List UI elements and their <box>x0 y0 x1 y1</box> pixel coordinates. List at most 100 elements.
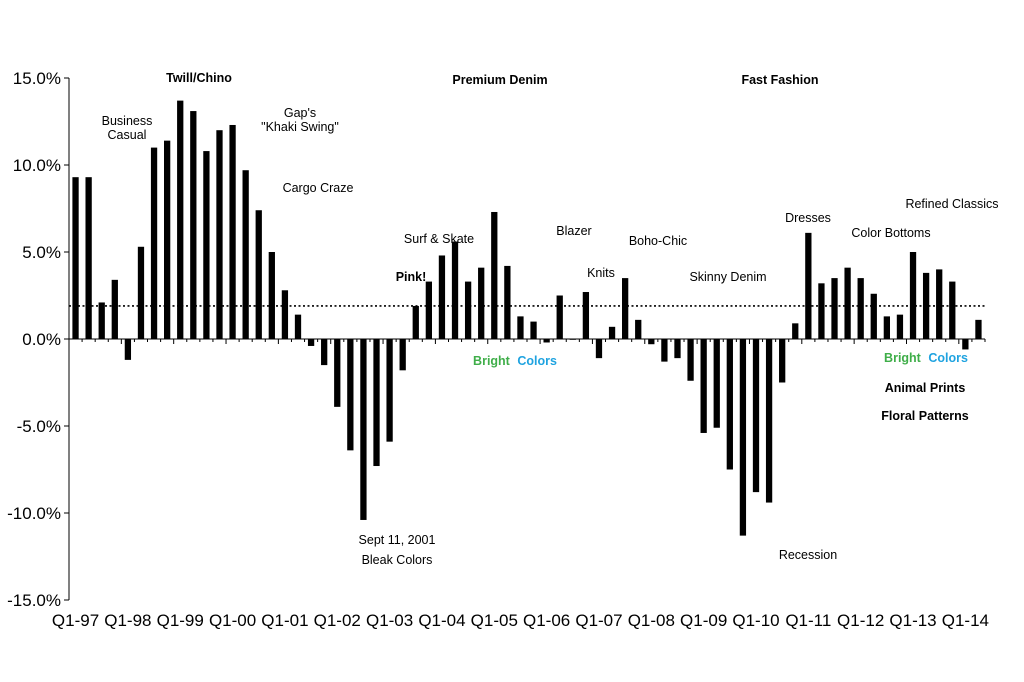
annotation-gaps: Gap's <box>284 106 316 120</box>
colors-word-2: Colors <box>928 351 968 365</box>
bar <box>569 339 576 340</box>
bar <box>949 281 956 339</box>
bar <box>870 293 877 339</box>
x-tick-label: Q1-09 <box>680 611 727 630</box>
bar <box>543 339 550 343</box>
bar <box>504 265 511 339</box>
bar <box>464 281 472 339</box>
bar <box>883 316 890 339</box>
bar <box>779 339 786 383</box>
x-tick-label: Q1-98 <box>104 611 151 630</box>
bar <box>321 339 328 366</box>
bar <box>425 281 432 339</box>
bar <box>896 314 904 339</box>
bar <box>700 339 707 433</box>
annotation-dresses: Dresses <box>785 211 831 225</box>
bar <box>137 246 145 339</box>
x-tick-label: Q1-10 <box>732 611 779 630</box>
y-tick-label: -15.0% <box>7 591 61 610</box>
x-tick-label: Q1-04 <box>418 611 465 630</box>
annotation-business: Business <box>102 114 153 128</box>
annotation-bleak-colors: Bleak Colors <box>362 553 433 567</box>
bar <box>622 278 629 339</box>
y-tick-label: 5.0% <box>22 243 61 262</box>
x-tick-label: Q1-02 <box>314 611 361 630</box>
bar <box>334 339 341 407</box>
annotations: Twill/Chino Business Casual Gap's "Khaki… <box>102 71 999 567</box>
bar <box>307 339 315 346</box>
annotation-khaki-swing: "Khaki Swing" <box>261 120 339 134</box>
annotation-recession: Recession <box>779 548 837 562</box>
y-tick-label: -10.0% <box>7 504 61 523</box>
bar <box>582 292 590 339</box>
annotation-knits: Knits <box>587 266 615 280</box>
annotation-floral-patterns: Floral Patterns <box>881 409 969 423</box>
x-tick-label: Q1-07 <box>575 611 622 630</box>
annotation-casual: Casual <box>108 128 147 142</box>
bar <box>386 339 393 442</box>
bar <box>844 267 851 339</box>
annotation-bright-colors-2: Bright Colors <box>884 351 968 365</box>
bar <box>635 319 642 339</box>
bar <box>530 321 537 339</box>
bar <box>792 323 799 339</box>
bar <box>177 100 184 340</box>
annotation-skinny-denim: Skinny Denim <box>689 270 766 284</box>
annotation-animal-prints: Animal Prints <box>885 381 966 395</box>
bar <box>451 241 459 339</box>
bar <box>962 339 969 350</box>
annotation-surf-skate: Surf & Skate <box>404 232 474 246</box>
x-tick-label: Q1-03 <box>366 611 413 630</box>
bar <box>752 339 760 493</box>
bar <box>608 326 616 339</box>
bar <box>478 267 485 339</box>
x-tick-label: Q1-97 <box>52 611 99 630</box>
bar <box>661 339 668 362</box>
annotation-blazer: Blazer <box>556 224 591 238</box>
x-tick-label: Q1-01 <box>261 611 308 630</box>
bar <box>360 339 367 520</box>
x-tick-label: Q1-13 <box>889 611 936 630</box>
x-tick-label: Q1-12 <box>837 611 884 630</box>
annotation-fast-fashion: Fast Fashion <box>741 73 818 87</box>
x-tick-label: Q1-05 <box>471 611 518 630</box>
bar <box>190 111 197 339</box>
bar <box>726 339 733 470</box>
bar <box>936 269 943 339</box>
bar <box>674 339 681 359</box>
annotation-cargo-craze: Cargo Craze <box>283 181 354 195</box>
x-tick-label: Q1-14 <box>942 611 989 630</box>
bar <box>347 339 354 451</box>
annotation-bright-colors-1: Bright Colors <box>473 354 557 368</box>
bar <box>831 278 838 339</box>
annotation-pink: Pink! <box>396 270 427 284</box>
bar <box>909 252 917 339</box>
bar <box>491 211 498 339</box>
bar <box>687 339 694 381</box>
x-tick-label: Q1-11 <box>785 611 831 630</box>
bar <box>255 210 262 339</box>
bar <box>294 314 302 339</box>
annotation-refined-classics: Refined Classics <box>905 197 998 211</box>
bar <box>713 339 720 428</box>
x-tick-label: Q1-06 <box>523 611 570 630</box>
bar <box>412 305 419 339</box>
bar <box>229 124 236 339</box>
bar <box>373 339 380 467</box>
x-axis: Q1-97 Q1-98 Q1-99 Q1-00 Q1-01 Q1-02 Q1-03 Q1-04… <box>52 338 989 630</box>
bar <box>242 170 249 339</box>
x-tick-label: Q1-00 <box>209 611 256 630</box>
y-tick-label: 10.0% <box>13 156 61 175</box>
bar <box>111 279 118 339</box>
annotation-twill-chino: Twill/Chino <box>166 71 232 85</box>
bar <box>595 339 603 359</box>
bar <box>438 255 446 339</box>
colors-word-1: Colors <box>517 354 557 368</box>
x-tick-label: Q1-99 <box>157 611 204 630</box>
bar <box>818 283 825 339</box>
y-tick-label: 15.0% <box>13 69 61 88</box>
bar <box>98 302 105 339</box>
bar <box>805 232 812 339</box>
y-tick-label: 0.0% <box>22 330 61 349</box>
